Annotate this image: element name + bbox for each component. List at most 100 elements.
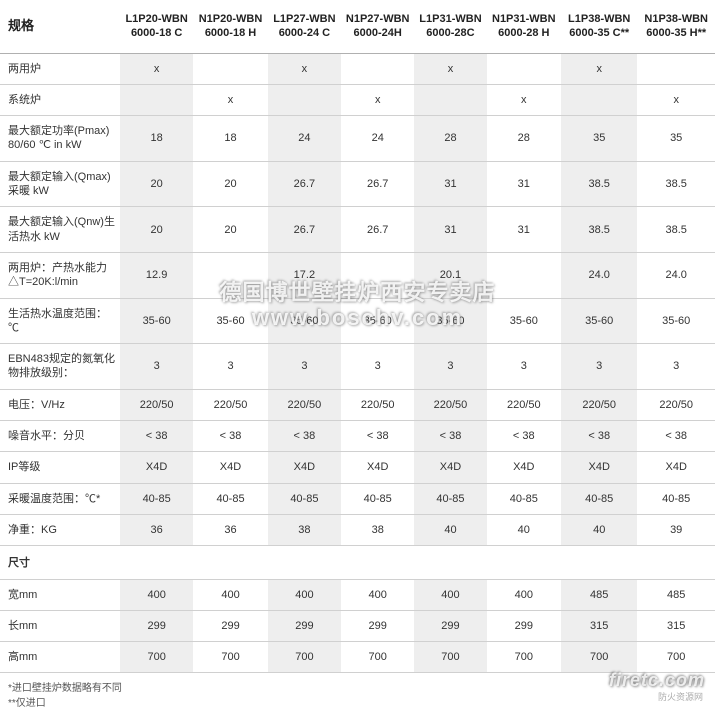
cell: 36	[120, 514, 193, 545]
cell: 35	[637, 116, 715, 162]
cell: 40	[487, 514, 561, 545]
cell: 3	[487, 344, 561, 390]
cell: x	[414, 53, 486, 84]
row-label: 长mm	[0, 610, 120, 641]
cell: 24.0	[637, 252, 715, 298]
cell: X4D	[193, 452, 267, 483]
cell: 17.2	[268, 252, 341, 298]
cell: 20	[193, 161, 267, 207]
cell: 38.5	[637, 161, 715, 207]
table-row: 噪音水平：分贝< 38< 38< 38< 38< 38< 38< 38< 38	[0, 421, 715, 452]
cell: 35-60	[193, 298, 267, 344]
col-header: N1P27-WBN 6000-24H	[341, 0, 414, 53]
cell: 38.5	[561, 161, 637, 207]
cell: < 38	[414, 421, 486, 452]
cell: 700	[637, 642, 715, 673]
row-label: 噪音水平：分贝	[0, 421, 120, 452]
cell: 220/50	[487, 389, 561, 420]
cell: 700	[341, 642, 414, 673]
spec-table: 规格 L1P20-WBN 6000-18 C N1P20-WBN 6000-18…	[0, 0, 715, 673]
table-row: 生活热水温度范围：℃35-6035-6035-6035-6035-6035-60…	[0, 298, 715, 344]
row-label: 高mm	[0, 642, 120, 673]
cell	[487, 252, 561, 298]
cell: 220/50	[637, 389, 715, 420]
table-row: IP等级X4DX4DX4DX4DX4DX4DX4DX4D	[0, 452, 715, 483]
cell: X4D	[414, 452, 486, 483]
cell	[637, 53, 715, 84]
cell: 35-60	[120, 298, 193, 344]
cell: 3	[120, 344, 193, 390]
row-label: 宽mm	[0, 579, 120, 610]
table-row: 采暖温度范围：℃*40-8540-8540-8540-8540-8540-854…	[0, 483, 715, 514]
cell: 299	[414, 610, 486, 641]
row-label: 最大额定功率(Pmax) 80/60 ℃ in kW	[0, 116, 120, 162]
cell: 700	[414, 642, 486, 673]
cell: 20	[193, 207, 267, 253]
col-header: N1P20-WBN 6000-18 H	[193, 0, 267, 53]
cell: 35	[561, 116, 637, 162]
cell: 3	[193, 344, 267, 390]
cell: 700	[268, 642, 341, 673]
cell: 3	[637, 344, 715, 390]
header-row: 规格 L1P20-WBN 6000-18 C N1P20-WBN 6000-18…	[0, 0, 715, 53]
cell: 35-60	[414, 298, 486, 344]
cell: < 38	[561, 421, 637, 452]
cell: 3	[414, 344, 486, 390]
cell: 700	[120, 642, 193, 673]
cell: 24	[268, 116, 341, 162]
cell: X4D	[487, 452, 561, 483]
table-row: 宽mm400400400400400400485485	[0, 579, 715, 610]
cell: 40-85	[414, 483, 486, 514]
cell: 40-85	[268, 483, 341, 514]
footnote-1: *进口壁挂炉数据略有不同	[8, 681, 707, 696]
table-row: 高mm700700700700700700700700	[0, 642, 715, 673]
cell: 40-85	[487, 483, 561, 514]
cell: 31	[487, 161, 561, 207]
cell: 35-60	[637, 298, 715, 344]
cell: 18	[193, 116, 267, 162]
row-label: 最大额定输入(Qnw)生活热水 kW	[0, 207, 120, 253]
cell: 400	[341, 579, 414, 610]
table-row: 电压：V/Hz220/50220/50220/50220/50220/50220…	[0, 389, 715, 420]
cell: 40-85	[193, 483, 267, 514]
cell: x	[341, 84, 414, 115]
cell: 40-85	[637, 483, 715, 514]
cell: 26.7	[341, 161, 414, 207]
cell: < 38	[637, 421, 715, 452]
row-label: 电压：V/Hz	[0, 389, 120, 420]
row-label: IP等级	[0, 452, 120, 483]
cell: 26.7	[341, 207, 414, 253]
footnotes: *进口壁挂炉数据略有不同 **仅进口	[0, 673, 715, 719]
cell: X4D	[561, 452, 637, 483]
cell: 36	[193, 514, 267, 545]
section-header-row: 尺寸	[0, 546, 715, 579]
cell: 12.9	[120, 252, 193, 298]
cell	[487, 53, 561, 84]
cell: 20	[120, 161, 193, 207]
cell: 400	[268, 579, 341, 610]
cell	[341, 252, 414, 298]
cell: 299	[341, 610, 414, 641]
cell: 220/50	[341, 389, 414, 420]
cell: 28	[487, 116, 561, 162]
table-row: 系统炉xxxx	[0, 84, 715, 115]
cell: 220/50	[120, 389, 193, 420]
row-label: 最大额定输入(Qmax) 采暖 kW	[0, 161, 120, 207]
cell: X4D	[637, 452, 715, 483]
cell: < 38	[487, 421, 561, 452]
cell: 28	[414, 116, 486, 162]
table-row: 净重：KG3636383840404039	[0, 514, 715, 545]
cell: 485	[637, 579, 715, 610]
col-header: L1P20-WBN 6000-18 C	[120, 0, 193, 53]
row-label: 两用炉：产热水能力 △T=20K:l/min	[0, 252, 120, 298]
cell: 40-85	[561, 483, 637, 514]
cell: < 38	[268, 421, 341, 452]
cell: X4D	[341, 452, 414, 483]
row-label: 生活热水温度范围：℃	[0, 298, 120, 344]
cell: < 38	[120, 421, 193, 452]
cell	[193, 53, 267, 84]
cell: 400	[120, 579, 193, 610]
cell	[120, 84, 193, 115]
cell: X4D	[120, 452, 193, 483]
table-row: 最大额定功率(Pmax) 80/60 ℃ in kW18182424282835…	[0, 116, 715, 162]
